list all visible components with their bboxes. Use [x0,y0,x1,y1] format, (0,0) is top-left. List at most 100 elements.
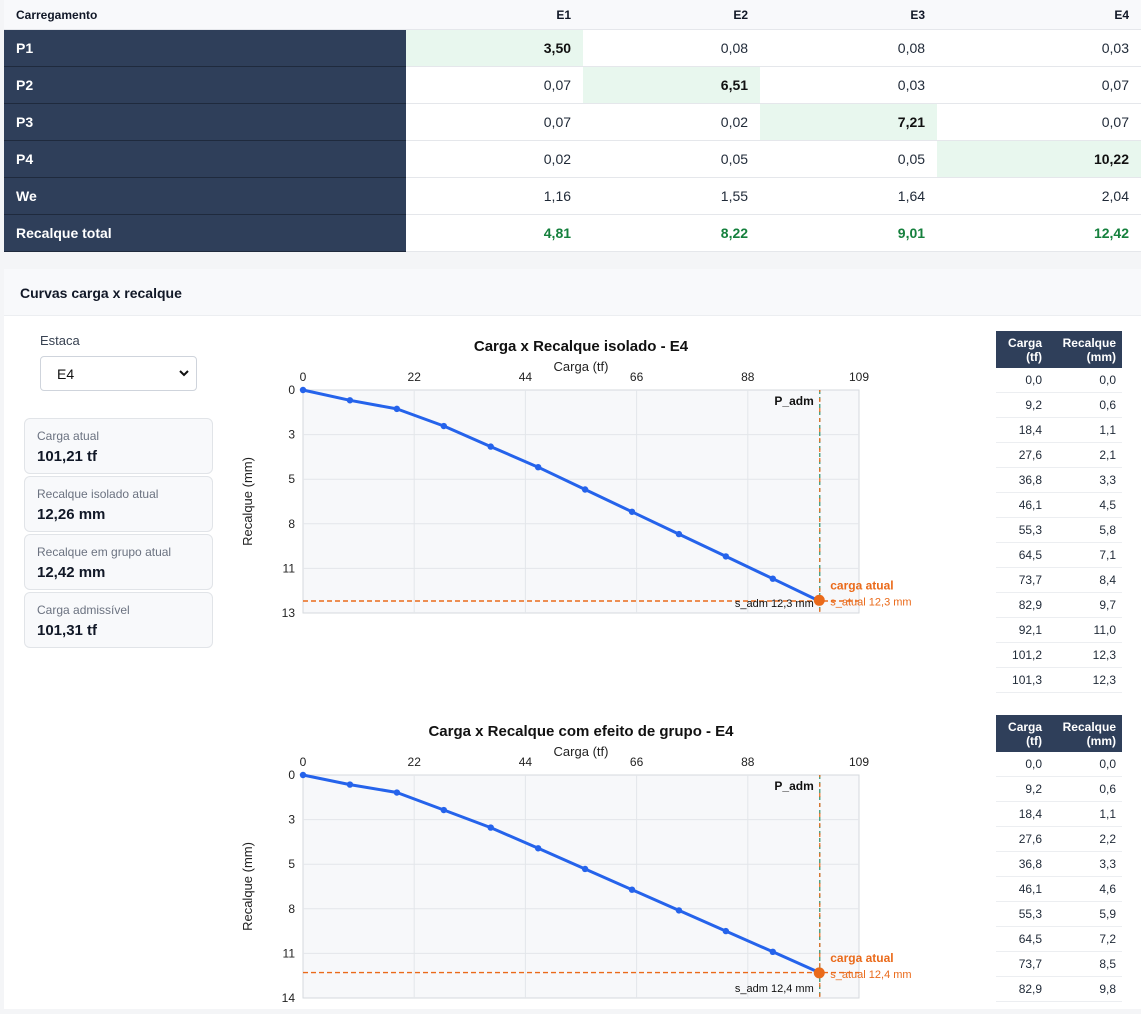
data-table-row: 55,3 5,9 [996,901,1122,927]
x-tick-label: 109 [849,755,869,769]
y-tick-label: 13 [282,606,296,620]
data-table-cell: 1,1 [1048,801,1122,827]
data-table-header-line: Recalque [1062,719,1116,734]
data-table-row: 27,6 2,2 [996,826,1122,852]
data-table-cell: 12,3 [1048,642,1122,668]
p-adm-label: P_adm [774,779,813,793]
y-tick-label: 5 [288,472,295,486]
data-point [299,771,307,779]
data-point [346,397,354,404]
matrix-header-e3: E3 [760,0,938,30]
data-table-cell: 0,0 [996,752,1049,777]
data-point [534,845,542,852]
y-tick-label: 11 [283,946,296,960]
data-table-cell: 55,3 [996,517,1049,543]
matrix-row-label: P1 [4,29,406,67]
data-point [628,886,636,893]
data-table-row: 64,5 7,2 [996,926,1122,952]
y-axis-label: Recalque (mm) [240,457,255,546]
card-label: Recalque em grupo atual [37,545,172,559]
data-table-cell: 101,2 [996,642,1049,668]
chart-recalque-grupo: 0 22 44 66 88 109 0 3 5 8 11 14 Carga x Recalque com… [228,714,952,1014]
data-table-row: 18,4 1,1 [996,801,1122,827]
data-table-header: Recalque (mm) [1048,331,1122,368]
data-table-row: 101,2 12,3 [996,642,1122,668]
data-table-cell: 36,8 [996,467,1049,493]
data-table-cell: 73,7 [996,951,1049,977]
data-table-cell: 101,3 [996,667,1049,693]
y-tick-label: 11 [283,561,296,575]
data-table-cell: 27,6 [996,826,1049,852]
data-table-row: 64,5 7,1 [996,542,1122,568]
data-table-cell: 7,2 [1048,926,1122,952]
data-table-header-row: Carga (tf) Recalque (mm) [996,715,1122,752]
data-table-cell: 9,7 [1048,592,1122,618]
current-load-label: carga atual [830,578,893,592]
data-table-cell: 4,6 [1048,876,1122,902]
chart-title: Carga x Recalque com efeito de grupo - E… [428,723,734,740]
data-point [534,463,542,471]
matrix-row-label: P2 [4,66,406,104]
matrix-cell: 0,07 [937,66,1141,104]
data-table-row: 82,9 9,8 [996,976,1122,1002]
data-table-cell: 82,9 [996,976,1049,1002]
chart-svg: 0 22 44 66 88 109 0 3 5 8 11 14 Carga x Recalque com… [240,723,912,1005]
y-tick-label: 3 [288,813,295,827]
matrix-row: P3 0,07 0,02 7,21 0,07 [4,103,1141,141]
data-table-cell: 55,3 [996,901,1049,927]
data-table-header-unit: (tf) [1026,733,1043,748]
matrix-row-label: We [4,177,406,215]
data-table-cell: 0,0 [996,368,1049,393]
data-table-header-unit: (mm) [1086,349,1116,364]
data-table-row: 0,0 0,0 [996,368,1122,393]
x-tick-label: 22 [408,755,422,769]
matrix-cell: 0,03 [760,66,938,104]
card-recalque-isolado: Recalque isolado atual 12,26 mm [24,476,213,532]
data-table-cell: 11,0 [1048,617,1122,643]
x-tick-label: 0 [300,755,307,769]
estaca-select[interactable]: E4 [40,356,197,391]
matrix-header-row: Carregamento E1 E2 E3 E4 [4,0,1141,30]
data-table-cell: 12,3 [1048,667,1122,693]
data-table-cell: 9,2 [996,392,1049,418]
s-adm-label: s_adm 12,3 mm [735,598,814,610]
matrix-cell: 6,51 [583,66,761,104]
matrix-total-label: Recalque total [4,214,406,252]
y-tick-label: 14 [282,991,296,1005]
data-table-row: 36,8 3,3 [996,851,1122,877]
settlement-matrix-table: Carregamento E1 E2 E3 E4 P1 3,50 0,08 0,08 0… [4,0,1141,252]
matrix-total-cell: 9,01 [760,214,938,252]
card-carga-atual: Carga atual 101,21 tf [24,418,213,474]
data-table-header-line: Recalque [1062,335,1116,350]
series-line [302,388,820,603]
current-settlement-label: s_atual 12,4 mm [830,969,911,981]
data-point [393,405,401,413]
data-table-cell: 64,5 [996,542,1049,568]
matrix-cell: 0,02 [583,103,761,141]
data-table-cell: 3,3 [1048,851,1122,877]
x-tick-label: 44 [519,370,533,384]
data-table-isolado: Carga (tf) Recalque (mm) 0,0 0,0 9,2 0,6 18,4 1,1… [996,331,1122,693]
data-table-row: 18,4 1,1 [996,417,1122,443]
matrix-cell: 2,04 [937,177,1141,215]
card-recalque-grupo: Recalque em grupo atual 12,42 mm [24,534,213,590]
data-point [675,530,683,538]
s-adm-label: s_adm 12,4 mm [735,983,814,995]
data-table-header: Carga (tf) [996,331,1049,368]
y-tick-label: 0 [288,383,295,397]
data-table-cell: 0,0 [1048,368,1122,393]
data-table-row: 82,9 9,7 [996,592,1122,618]
data-table-row: 73,7 8,5 [996,951,1122,977]
data-table-row: 101,3 12,3 [996,667,1122,693]
data-point [487,443,494,450]
estaca-select-value: E4 [57,366,75,382]
data-point [722,927,730,935]
data-table-cell: 92,1 [996,617,1049,643]
y-tick-label: 5 [288,857,295,871]
data-table-header-unit: (mm) [1086,733,1116,748]
y-tick-label: 0 [288,768,295,782]
x-tick-label: 0 [300,370,307,384]
data-table-grupo: Carga (tf) Recalque (mm) 0,0 0,0 9,2 0,6 18,4 1,1… [996,715,1122,1002]
data-table-header: Recalque (mm) [1048,715,1122,752]
matrix-header-carregamento: Carregamento [4,0,406,30]
